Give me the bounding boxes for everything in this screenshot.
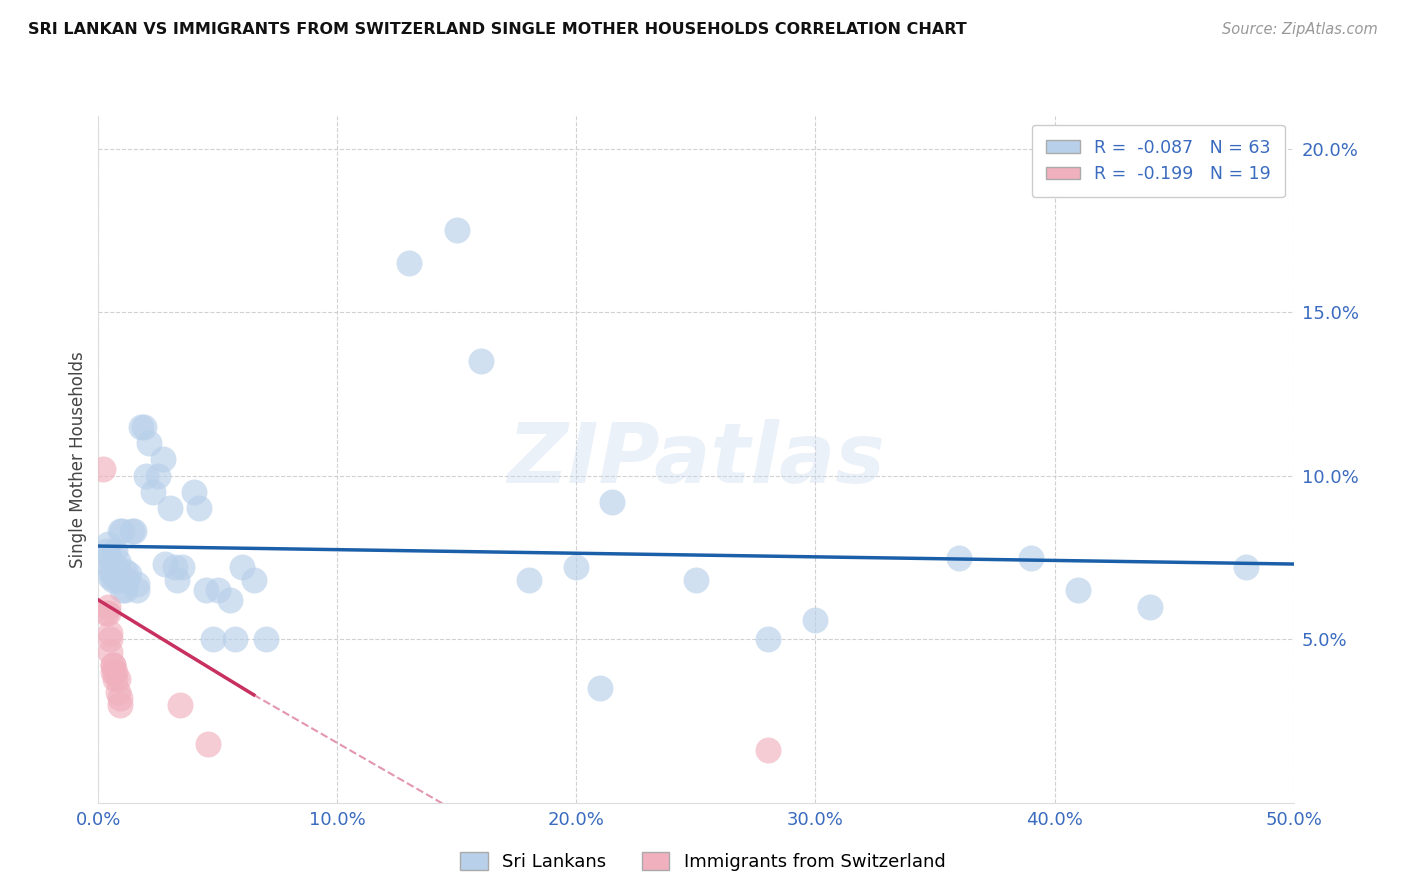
Point (1019, 550, 1042, 565)
Point (94, 544, 117, 558)
Point (163, 560, 186, 574)
Point (224, 632, 246, 647)
Point (108, 524, 131, 539)
Text: Source: ZipAtlas.com: Source: ZipAtlas.com (1222, 22, 1378, 37)
Point (142, 485, 165, 500)
Point (98, 625, 122, 640)
Point (1234, 560, 1257, 574)
Point (194, 583, 217, 598)
Point (98, 645, 122, 659)
Point (107, 684, 129, 698)
Point (104, 544, 127, 558)
Text: SRI LANKAN VS IMMIGRANTS FROM SWITZERLAND SINGLE MOTHER HOUSEHOLDS CORRELATION C: SRI LANKAN VS IMMIGRANTS FROM SWITZERLAN… (28, 22, 967, 37)
Legend: Sri Lankans, Immigrants from Switzerland: Sri Lankans, Immigrants from Switzerland (453, 845, 953, 879)
Point (101, 574, 124, 588)
Point (187, 501, 209, 516)
Point (111, 583, 134, 598)
Point (948, 550, 970, 565)
Point (243, 574, 266, 588)
Legend: R =  -0.087   N = 63, R =  -0.199   N = 19: R = -0.087 N = 63, R = -0.199 N = 19 (1032, 125, 1285, 197)
Point (183, 485, 205, 500)
Point (169, 698, 191, 712)
Point (589, 681, 612, 696)
Point (125, 583, 148, 598)
Point (231, 560, 253, 574)
Point (685, 574, 707, 588)
Point (104, 672, 127, 686)
Point (172, 560, 194, 574)
Point (114, 583, 136, 598)
Point (207, 583, 229, 598)
Point (104, 560, 127, 574)
Point (565, 560, 588, 574)
Point (135, 468, 157, 483)
Point (104, 665, 127, 679)
Point (98, 570, 122, 584)
Point (138, 436, 160, 450)
Point (91, 462, 114, 476)
Point (97, 606, 120, 620)
Point (108, 698, 131, 712)
Point (121, 524, 143, 539)
Point (118, 566, 141, 581)
Point (124, 524, 146, 539)
Point (125, 576, 148, 591)
Point (101, 658, 124, 673)
Point (254, 632, 277, 647)
Point (107, 554, 129, 568)
Point (756, 743, 779, 757)
Point (1139, 599, 1161, 614)
Point (114, 564, 136, 578)
Point (98, 564, 122, 578)
Y-axis label: Single Mother Households: Single Mother Households (69, 351, 87, 567)
Point (219, 593, 242, 607)
Point (101, 658, 124, 673)
Point (470, 354, 492, 368)
Point (101, 557, 124, 571)
Point (97, 599, 120, 614)
Point (148, 468, 170, 483)
Point (98, 632, 122, 647)
Point (197, 737, 219, 751)
Point (131, 419, 153, 434)
Point (98, 550, 122, 565)
Point (104, 570, 127, 584)
Point (107, 574, 129, 588)
Point (111, 524, 134, 539)
Point (107, 564, 129, 578)
Point (166, 574, 188, 588)
Point (101, 665, 124, 679)
Point (132, 419, 155, 434)
Point (152, 452, 174, 467)
Point (159, 501, 181, 516)
Point (94, 606, 117, 620)
Point (804, 613, 827, 627)
Point (107, 672, 129, 686)
Point (446, 223, 468, 237)
Point (155, 557, 177, 571)
Point (97, 537, 120, 551)
Point (97, 557, 120, 571)
Point (517, 574, 540, 588)
Point (108, 691, 131, 706)
Text: ZIPatlas: ZIPatlas (508, 419, 884, 500)
Point (398, 256, 420, 270)
Point (115, 574, 138, 588)
Point (202, 632, 225, 647)
Point (600, 495, 623, 509)
Point (101, 566, 124, 581)
Point (756, 632, 779, 647)
Point (1067, 583, 1090, 598)
